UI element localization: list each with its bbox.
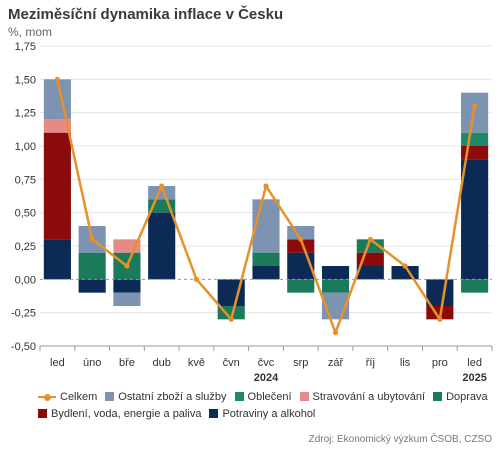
bar-segment [461,279,489,293]
y-tick-label: 1,75 [15,41,36,53]
y-tick-label: 0,00 [15,274,36,286]
legend-row: Celkem Ostatní zboží a služby Oblečení Stra… [38,388,498,405]
x-tick-label: čvc [258,357,275,369]
legend-swatch [234,392,244,401]
chart-legend: Celkem Ostatní zboží a služby Oblečení Stra… [38,388,498,422]
legend-label: Stravování a ubytování [312,390,426,403]
y-tick-label: 0,50 [15,208,36,220]
legend-swatch [38,409,47,418]
legend-label: Celkem [60,390,98,403]
bar-segment [287,239,315,253]
bar-segment [113,279,141,293]
legend-label: Oblečení [247,390,292,403]
y-tick-label: 1,00 [15,141,36,153]
bar-segment [321,266,350,280]
legend-swatch [209,409,219,418]
bar-segment [252,252,280,266]
year-label: 2024 [254,372,279,384]
total-point [159,183,165,189]
legend-item: Oblečení [234,390,292,403]
chart-title: Meziměsíční dynamika inflace v Česku [8,6,284,23]
bar-segment [426,279,454,306]
total-point [263,183,269,189]
y-axis-unit-label: %, mom [8,25,53,39]
x-tick-label: zář [328,357,344,369]
x-tick-label: úno [83,357,101,369]
x-tick-label: dub [153,357,171,369]
bar-segment [148,186,176,200]
bar-segment [461,132,489,146]
y-tick-label: -0,50 [11,341,36,353]
source-note: Zdroj: Ekonomický výzkum ČSOB, CZSO [308,434,492,445]
bar-segment [252,199,280,253]
y-tick-label: 0,75 [15,174,36,186]
total-point [298,236,304,242]
legend-row: Bydlení, voda, energie a paliva Potraviny… [38,405,498,422]
total-point [472,103,478,109]
bar-segment [148,212,176,280]
x-tick-label: lis [400,357,411,369]
y-tick-label: 1,25 [15,108,36,120]
legend-line-swatch [38,392,56,401]
total-point [367,236,373,242]
legend-item: Doprava [433,391,488,403]
y-tick-label: 1,50 [15,74,36,86]
bar-segment [43,239,71,280]
legend-label: Doprava [446,390,488,403]
total-point [332,330,339,336]
bar-segment [43,132,71,240]
legend-label: Bydlení, voda, energie a paliva [51,407,202,420]
x-tick-label: led [467,357,482,369]
legend-item: Ostatní zboží a služby [105,390,227,403]
bar-segment [252,266,280,280]
year-label: 2025 [462,372,486,384]
bar-segment [113,292,141,306]
bar-segment [78,252,106,280]
total-point [228,316,234,322]
x-tick-label: led [50,357,65,369]
x-tick-label: pro [432,357,448,369]
x-tick-label: čvn [223,357,240,369]
legend-swatch [299,392,309,401]
total-point [54,76,60,82]
y-tick-label: 0,25 [15,241,36,253]
total-point [193,276,200,282]
total-point [124,263,130,269]
legend-item: Stravování a ubytování [299,390,426,403]
total-point [89,236,95,242]
bar-segment [356,266,384,280]
bar-segment [43,119,71,133]
legend-label: Ostatní zboží a služby [118,390,227,403]
legend-swatch [433,392,443,401]
x-tick-label: srp [293,357,308,369]
bar-segment [217,306,245,320]
y-tick-label: -0,25 [11,308,36,320]
chart-plot-area: -0,50 -0,25 0,00 0,25 0,50 0,75 1,00 1,25 1,50 1,… [11,41,493,384]
total-point [437,316,443,322]
bar-segment [287,279,315,293]
x-tick-label: bře [119,357,135,369]
bar-segment [321,279,350,293]
x-tick-label: kvě [188,357,205,369]
total-point [402,263,408,269]
legend-item: Potraviny a alkohol [209,408,315,420]
legend-label: Potraviny a alkohol [222,407,316,420]
bar-segment [461,159,489,280]
bar-segment [356,239,384,253]
x-tick-label: říj [366,357,375,369]
legend-item: Celkem [38,391,97,403]
bar-segment [78,279,106,293]
legend-item: Bydlení, voda, energie a paliva [38,408,201,420]
bar-segment [43,79,71,120]
legend-swatch [105,392,115,401]
